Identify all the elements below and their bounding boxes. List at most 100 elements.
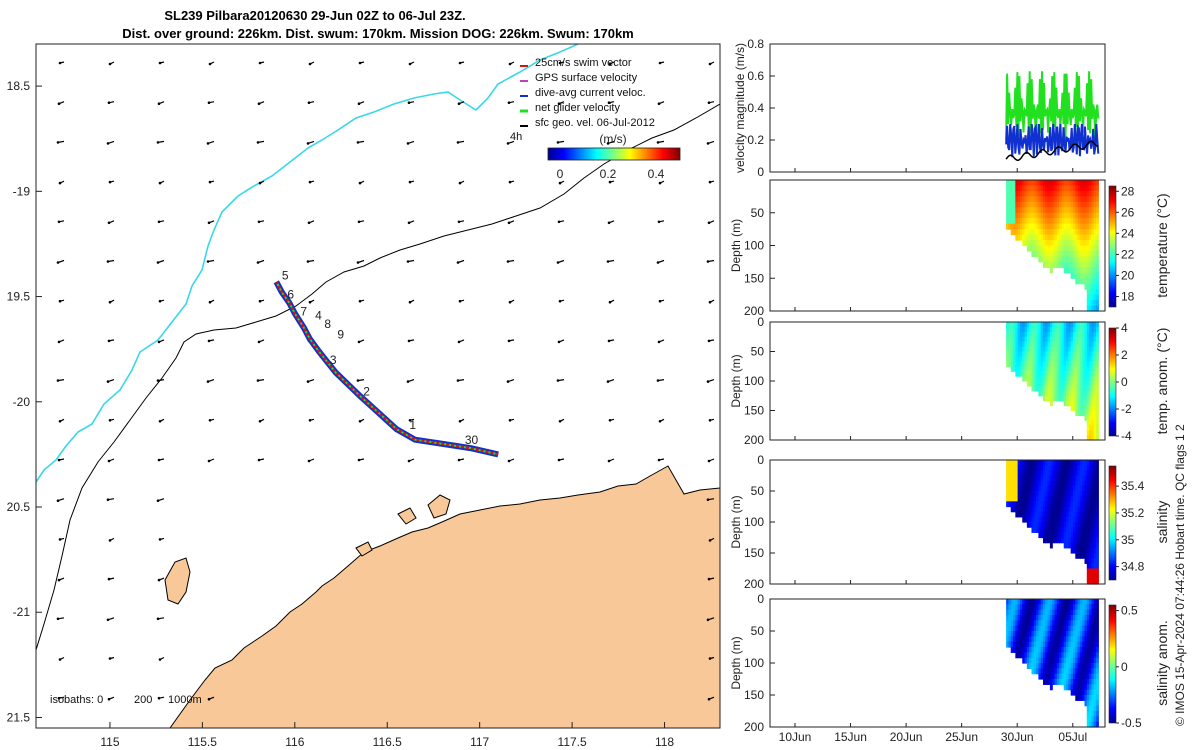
- section-cell: [1045, 516, 1049, 523]
- section-cell: [1075, 218, 1079, 225]
- section-cell: [1096, 609, 1099, 616]
- section-cell: [1019, 223, 1023, 230]
- section-cell: [1054, 657, 1058, 664]
- velocity-vector-head: [156, 141, 160, 144]
- section-cell: [1019, 615, 1023, 621]
- section-cell: [1086, 267, 1090, 274]
- section-cell: [1082, 322, 1086, 328]
- section-cell: [1059, 604, 1063, 611]
- section-cell: [1010, 229, 1014, 236]
- velocity-vector-head: [508, 419, 512, 422]
- section-cell: [1070, 668, 1074, 675]
- section-cell: [1045, 390, 1049, 397]
- section-cell: [1017, 609, 1021, 616]
- section-cell: [1013, 636, 1016, 643]
- section-cell: [1006, 465, 1010, 471]
- section-cell: [1089, 385, 1093, 392]
- colorbar-tick-label: 18: [1121, 289, 1135, 303]
- section-cell: [1075, 201, 1079, 208]
- velocity-y-tick-label: 0: [757, 165, 764, 179]
- section-cell: [1061, 261, 1065, 268]
- section-cell: [1061, 376, 1065, 382]
- section-cell: [1086, 652, 1090, 659]
- section-cell: [1070, 620, 1074, 627]
- section-cell: [1040, 506, 1044, 513]
- velocity-vector-head: [507, 459, 511, 463]
- section-cell: [1024, 475, 1028, 482]
- section-cell: [1033, 475, 1037, 482]
- section-cell: [1070, 346, 1074, 353]
- section-cell: [1054, 465, 1058, 471]
- section-cell: [1045, 336, 1049, 343]
- section-cell: [1054, 190, 1058, 197]
- section-cell: [1075, 532, 1079, 539]
- section-cell: [1072, 207, 1076, 214]
- section-cell: [1033, 516, 1037, 523]
- section-cell: [1096, 361, 1099, 367]
- section-cell: [1079, 223, 1083, 230]
- section-cell: [1068, 201, 1072, 208]
- section-cell: [1043, 185, 1046, 192]
- section-cell: [1077, 542, 1081, 549]
- section-cell: [1045, 351, 1049, 358]
- section-cell: [1061, 223, 1065, 230]
- section-cell: [1096, 351, 1099, 358]
- velocity-vector-head: [707, 697, 711, 701]
- section-cell: [1075, 196, 1079, 203]
- section-cell: [1026, 381, 1030, 387]
- section-cell: [1077, 326, 1081, 333]
- section-cell: [1056, 234, 1060, 241]
- section-cell: [1010, 331, 1014, 338]
- section-cell: [1045, 196, 1049, 203]
- section-cell: [1096, 652, 1099, 659]
- section-cell: [1013, 212, 1016, 219]
- section-cell: [1063, 223, 1067, 230]
- section-cell: [1059, 366, 1063, 372]
- section-cell: [1091, 190, 1095, 197]
- velocity-vector-head: [508, 62, 512, 66]
- section-cell: [1082, 673, 1086, 680]
- section-cell: [1079, 647, 1083, 653]
- section-cell: [1072, 395, 1076, 402]
- velocity-vector-head: [207, 221, 211, 225]
- section-cell: [1089, 322, 1093, 328]
- section-cell: [1066, 256, 1069, 263]
- section-cell: [1091, 537, 1095, 544]
- section-cell: [1040, 190, 1044, 197]
- section-cell: [1086, 435, 1090, 441]
- section-cell: [1056, 516, 1060, 523]
- section-cell: [1059, 501, 1063, 508]
- section-cell: [1077, 341, 1081, 348]
- section-cell: [1066, 684, 1069, 691]
- section-cell: [1049, 385, 1053, 392]
- section-cell: [1072, 599, 1076, 605]
- section-cell: [1066, 381, 1069, 387]
- section-cell: [1086, 415, 1090, 421]
- section-cell: [1093, 346, 1097, 353]
- section-cell: [1017, 351, 1021, 358]
- section-cell: [1061, 532, 1065, 539]
- section-cell: [1082, 460, 1086, 466]
- section-cell: [1061, 470, 1065, 477]
- section-cell: [1066, 240, 1069, 247]
- section-cell: [1070, 381, 1074, 387]
- section-cell: [1077, 663, 1081, 669]
- section-cell: [1070, 229, 1074, 236]
- section-cell: [1075, 480, 1079, 487]
- figure-title-line1: SL239 Pilbara20120630 29-Jun 02Z to 06-J…: [164, 8, 465, 23]
- section-cell: [1086, 376, 1090, 382]
- section-cell: [1043, 346, 1046, 353]
- section-cell: [1093, 460, 1097, 466]
- section-cell: [1024, 341, 1028, 348]
- section-cell: [1022, 496, 1026, 502]
- section-cell: [1063, 322, 1067, 328]
- section-cell: [1079, 516, 1083, 523]
- section-cell: [1047, 636, 1051, 643]
- section-cell: [1052, 460, 1056, 466]
- section-cell: [1061, 218, 1065, 225]
- velocity-vector-head: [206, 260, 210, 263]
- section-cell: [1070, 615, 1074, 621]
- section-cell: [1019, 234, 1023, 241]
- section-cell: [1047, 395, 1051, 402]
